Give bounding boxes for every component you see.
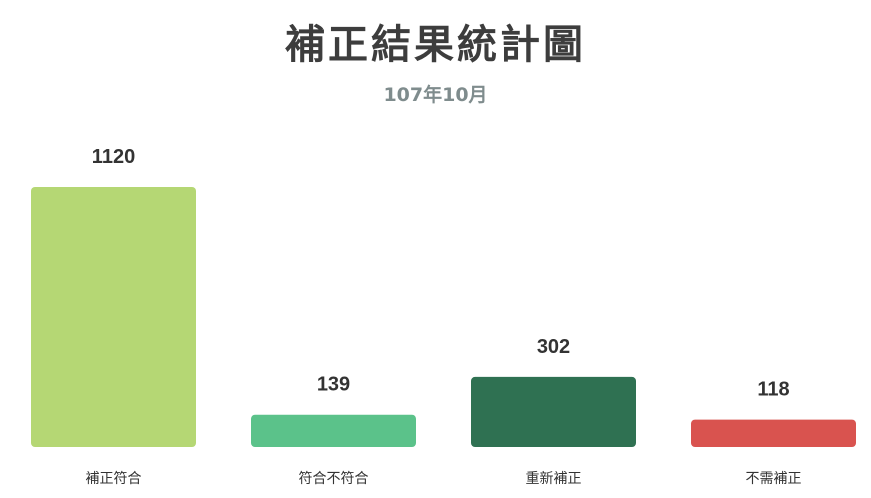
value-label-1: 1120: [92, 146, 135, 168]
category-label-1: 補正符合: [86, 471, 142, 487]
bars-layer: [31, 187, 856, 447]
bar-3: [471, 376, 636, 447]
value-labels-layer: 1120 139 302 118: [92, 146, 790, 401]
bar-2: [251, 414, 416, 447]
value-label-3: 302: [537, 336, 570, 358]
value-label-2: 139: [317, 374, 350, 396]
bar-1: [31, 187, 196, 447]
value-label-4: 118: [757, 379, 789, 401]
category-label-3: 重新補正: [526, 471, 582, 487]
category-label-4: 不需補正: [746, 471, 802, 487]
chart-title: 補正結果統計圖: [285, 22, 586, 68]
bar-4: [691, 419, 856, 447]
chart-subtitle: 107年10月: [383, 84, 488, 106]
category-label-2: 符合不符合: [299, 471, 369, 487]
category-labels-layer: 補正符合 符合不符合 重新補正 不需補正: [86, 471, 802, 487]
